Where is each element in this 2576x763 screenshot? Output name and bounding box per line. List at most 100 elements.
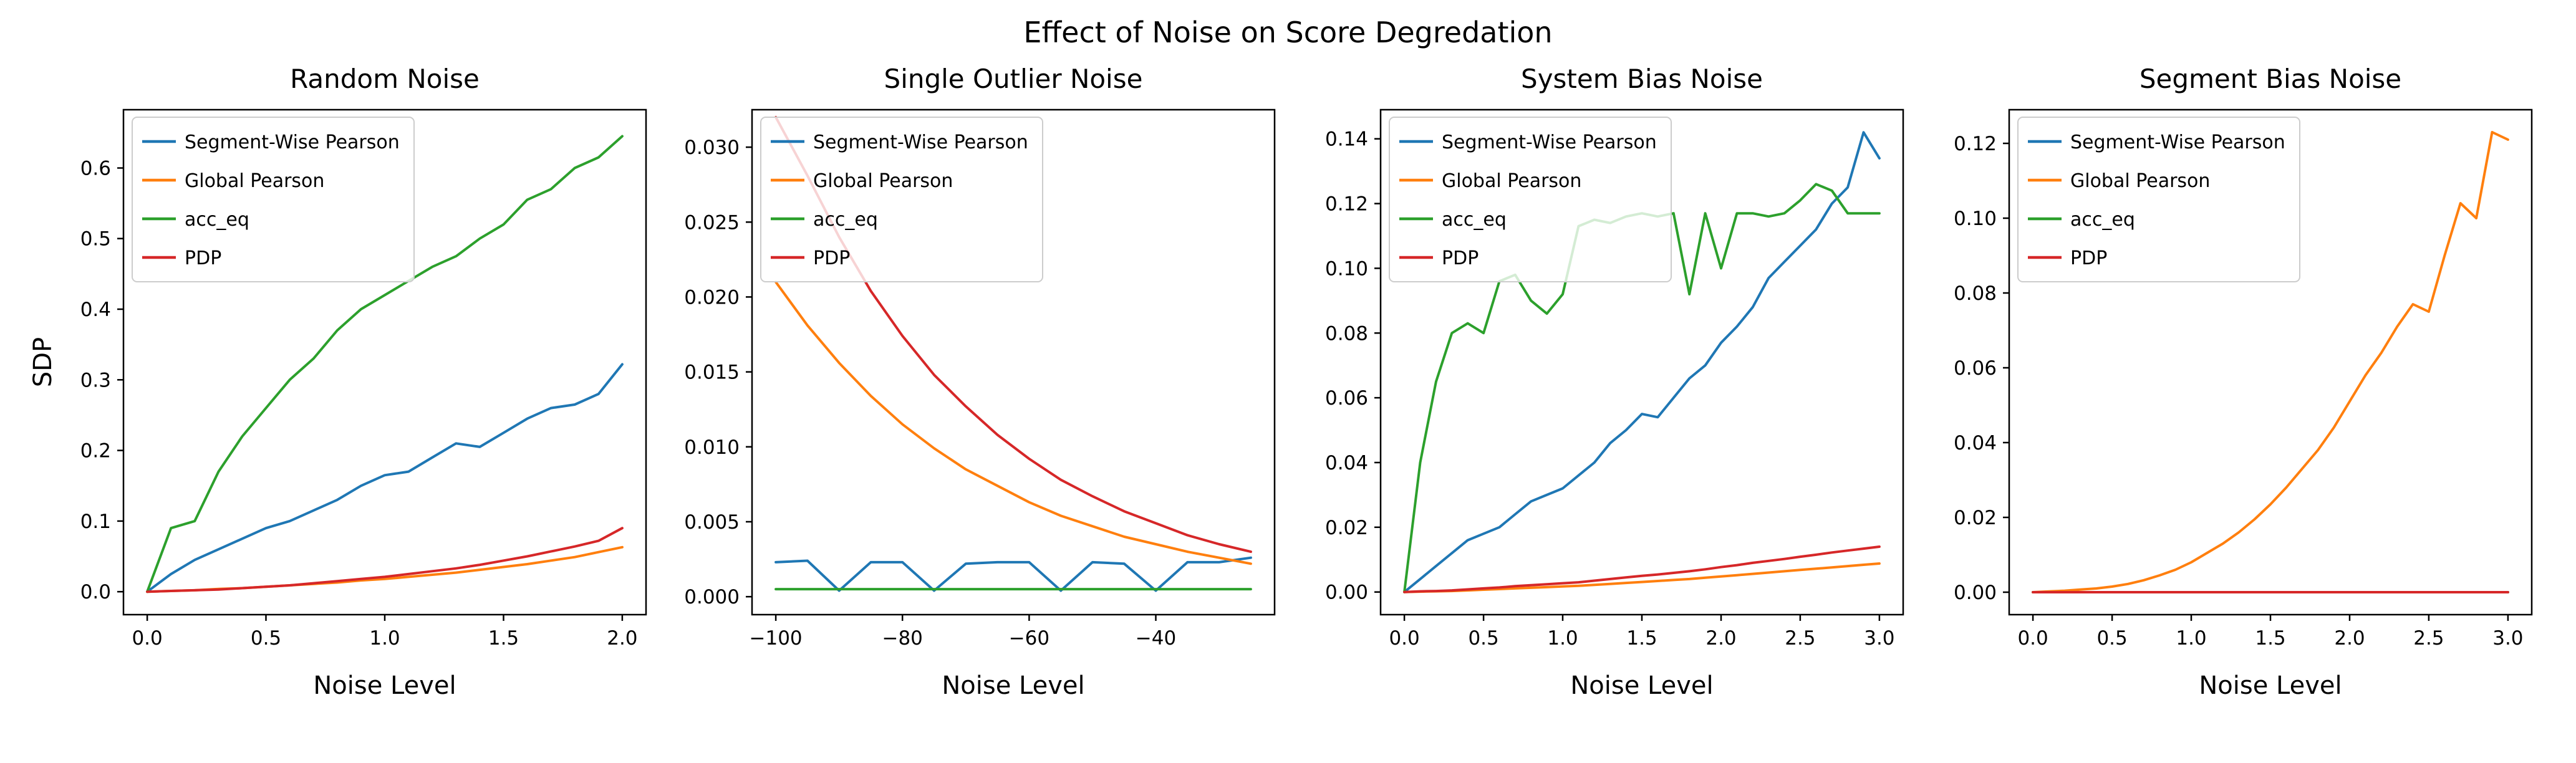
x-tick-label: 2.5 — [1785, 627, 1815, 650]
series-line-global-pearson — [2032, 130, 2509, 593]
legend-box — [2017, 116, 2300, 282]
legend-label: PDP — [2070, 247, 2107, 269]
series-line-global-pearson — [1403, 562, 1881, 593]
legend-label: acc_eq — [813, 209, 878, 231]
y-tick-label: 0.14 — [1325, 128, 1368, 151]
y-tick-label: 0.1 — [80, 511, 111, 533]
y-tick-label: 0.02 — [1954, 507, 1997, 529]
y-tick-label: 0.00 — [1325, 582, 1368, 604]
y-tick-label: 0.2 — [80, 439, 111, 462]
x-tick-label: −80 — [882, 627, 922, 650]
y-tick-label: 0.02 — [1325, 517, 1368, 539]
x-tick-label: 1.5 — [1626, 627, 1657, 650]
legend-label: Segment-Wise Pearson — [185, 132, 400, 153]
series-line-segment-wise-pearson — [774, 556, 1252, 592]
x-tick-label: 1.5 — [2255, 627, 2285, 650]
y-tick-label: 0.010 — [684, 436, 740, 459]
legend-label: Global Pearson — [813, 170, 953, 192]
x-tick-label: −100 — [750, 627, 803, 650]
subplot-title: Single Outlier Noise — [884, 64, 1143, 94]
chart-random-noise: 0.0 0.5 1.0 1.5 2.0 0.0 0.1 0.2 0.3 0.4 0.5 0.6 Rand… — [29, 50, 658, 730]
chart-system-bias-noise: 0.0 0.5 1.0 1.5 2.0 2.5 3.0 0.00 0.02 0.04 0.06 0.0… — [1287, 50, 1916, 730]
series-line-global-pearson — [774, 281, 1252, 565]
x-axis-label: Noise Level — [313, 671, 456, 700]
x-tick-label: 2.5 — [2413, 627, 2444, 650]
series-line-acc-eq — [146, 135, 624, 593]
legend-label: acc_eq — [1442, 209, 1507, 231]
x-tick-label: −40 — [1136, 627, 1176, 650]
y-tick-label: 0.5 — [80, 228, 111, 251]
y-tick-label: 0.04 — [1325, 452, 1368, 474]
y-tick-label: 0.08 — [1325, 322, 1368, 345]
x-tick-label: 1.0 — [2176, 627, 2206, 650]
x-tick-label: 0.0 — [132, 627, 162, 650]
x-tick-label: 0.5 — [2096, 627, 2127, 650]
chart-svg: −100 −80 −60 −40 0.000 0.005 0.010 0.015 0.020 0.… — [684, 64, 1276, 700]
legend-box — [760, 116, 1043, 282]
legend-label: PDP — [185, 247, 221, 269]
y-tick-label: 0.12 — [1325, 193, 1368, 215]
x-tick-label: 0.0 — [1389, 627, 1419, 650]
x-tick-label: 1.5 — [488, 627, 519, 650]
legend-box — [132, 116, 415, 282]
series-line-pdp — [146, 527, 624, 593]
y-tick-label: 0.3 — [80, 369, 111, 391]
y-tick-label: 0.06 — [1325, 387, 1368, 410]
legend-label: Segment-Wise Pearson — [2070, 132, 2285, 153]
legend-label: PDP — [1442, 247, 1479, 269]
y-tick-label: 0.06 — [1954, 357, 1997, 380]
subplot-title: Random Noise — [290, 64, 480, 94]
legend-label: acc_eq — [2070, 209, 2135, 231]
y-tick-label: 0.10 — [1954, 208, 1997, 230]
x-tick-label: 2.0 — [2334, 627, 2365, 650]
x-tick-label: −60 — [1009, 627, 1049, 650]
x-axis-label: Noise Level — [1570, 671, 1713, 700]
y-tick-label: 0.020 — [684, 286, 740, 309]
x-tick-label: 1.0 — [369, 627, 400, 650]
x-tick-label: 0.5 — [1468, 627, 1498, 650]
axes-spines — [751, 108, 1276, 616]
y-tick-label: 0.4 — [80, 299, 111, 321]
y-tick-label: 0.08 — [1954, 282, 1997, 305]
x-tick-label: 2.0 — [607, 627, 637, 650]
y-tick-label: 0.04 — [1954, 432, 1997, 454]
y-axis-label: SDP — [30, 337, 57, 387]
legend-label: PDP — [813, 247, 850, 269]
y-tick-label: 0.030 — [684, 137, 740, 159]
legend-label: Global Pearson — [1442, 170, 1581, 192]
series-line-pdp — [1403, 545, 1881, 593]
x-tick-label: 1.0 — [1547, 627, 1578, 650]
chart-segment-bias-noise: 0.0 0.5 1.0 1.5 2.0 2.5 3.0 0.00 0.02 0.04 0.06 0.0… — [1916, 50, 2544, 730]
legend-label: Segment-Wise Pearson — [813, 132, 1028, 153]
x-tick-label: 0.0 — [2017, 627, 2048, 650]
y-tick-label: 0.6 — [80, 157, 111, 180]
legend-box — [1389, 116, 1672, 282]
y-tick-label: 0.000 — [684, 586, 740, 608]
chart-single-outlier-noise: −100 −80 −60 −40 0.000 0.005 0.010 0.015 0.020 0.… — [658, 50, 1287, 730]
y-tick-label: 0.00 — [1954, 582, 1997, 604]
legend-label: Segment-Wise Pearson — [1442, 132, 1657, 153]
figure-title: Effect of Noise on Score Degredation — [1023, 16, 1553, 49]
legend-label: Global Pearson — [185, 170, 324, 192]
x-tick-label: 3.0 — [1864, 627, 1894, 650]
y-tick-label: 0.12 — [1954, 133, 1997, 155]
y-tick-label: 0.015 — [684, 361, 740, 383]
x-tick-label: 2.0 — [1705, 627, 1736, 650]
legend-label: acc_eq — [185, 209, 249, 231]
y-tick-label: 0.0 — [80, 581, 111, 603]
x-tick-label: 0.5 — [251, 627, 281, 650]
y-tick-label: 0.025 — [684, 211, 740, 234]
subplot-title: Segment Bias Noise — [2139, 64, 2401, 94]
charts-row: 0.0 0.5 1.0 1.5 2.0 0.0 0.1 0.2 0.3 0.4 0.5 0.6 Rand… — [0, 50, 2576, 730]
series-line-global-pearson — [146, 545, 624, 593]
chart-svg: 0.0 0.5 1.0 1.5 2.0 2.5 3.0 0.00 0.02 0.04 0.06 0.0… — [1954, 64, 2533, 700]
chart-svg: 0.0 0.5 1.0 1.5 2.0 2.5 3.0 0.00 0.02 0.04 0.06 0.0… — [1325, 64, 1904, 700]
legend-label: Global Pearson — [2070, 170, 2210, 192]
series-line-segment-wise-pearson — [1403, 131, 1881, 593]
series-line-segment-wise-pearson — [146, 363, 624, 593]
x-tick-label: 3.0 — [2492, 627, 2523, 650]
y-tick-label: 0.005 — [684, 511, 740, 534]
chart-svg: 0.0 0.5 1.0 1.5 2.0 0.0 0.1 0.2 0.3 0.4 0.5 0.6 Rand… — [29, 64, 647, 700]
x-axis-label: Noise Level — [942, 671, 1084, 700]
